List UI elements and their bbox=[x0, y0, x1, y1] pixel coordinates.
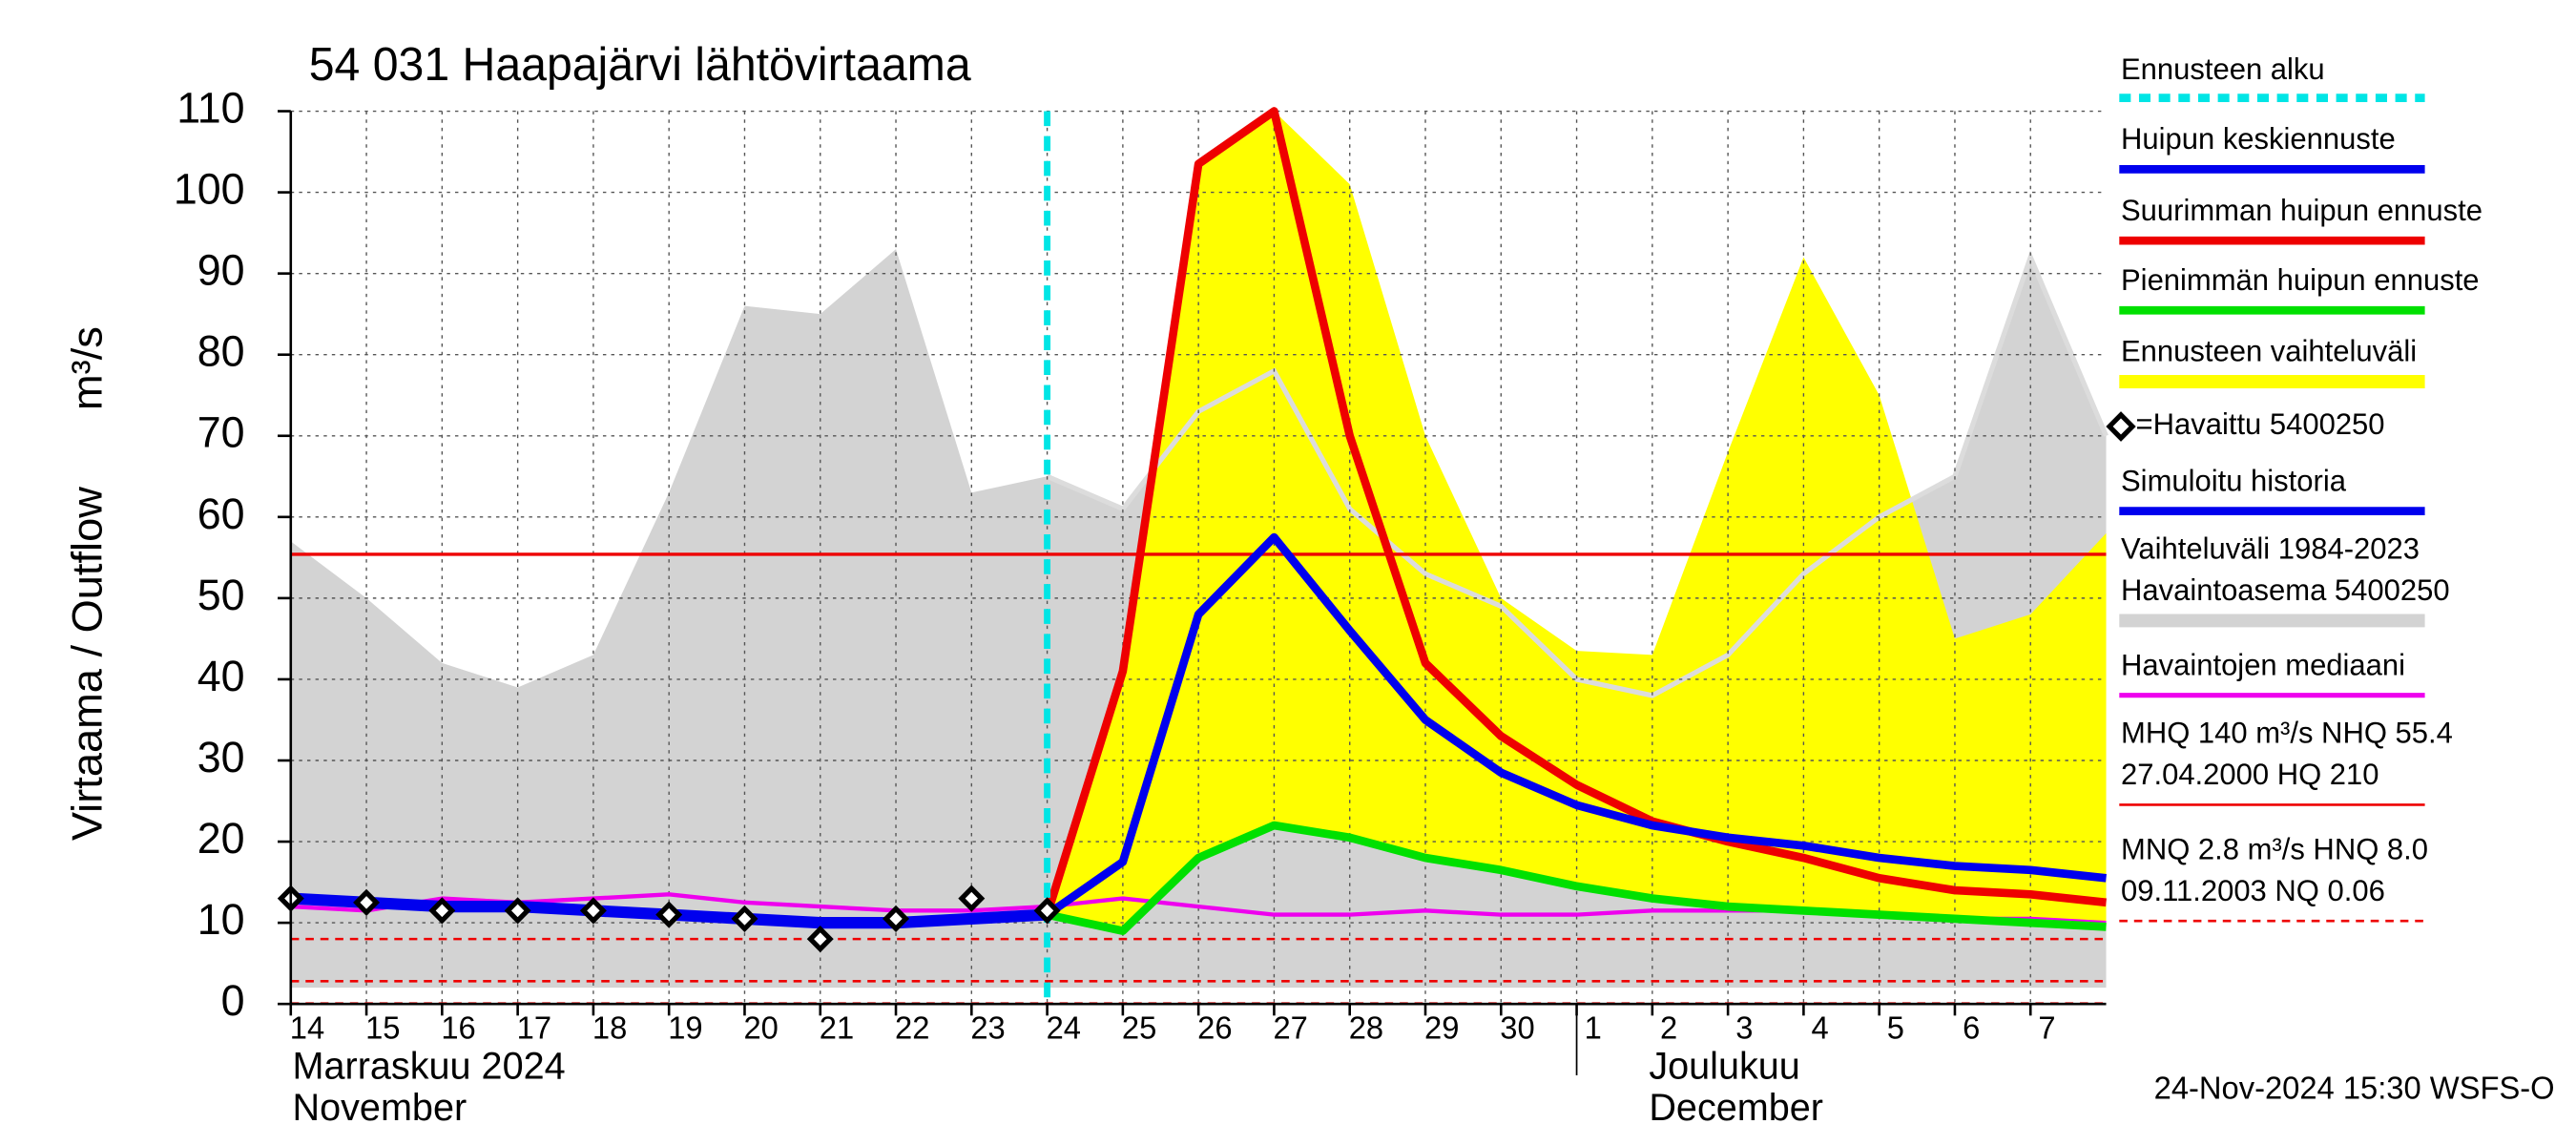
footer: 24-Nov-2024 15:30 WSFS-O bbox=[2154, 1070, 2555, 1105]
x-tick-label: 15 bbox=[365, 1010, 400, 1046]
legend-label: Pienimmän huipun ennuste bbox=[2121, 263, 2480, 297]
x-tick-label: 20 bbox=[743, 1010, 778, 1046]
observed-marker bbox=[504, 897, 531, 925]
series-line bbox=[1043, 107, 2107, 916]
stats-text: MNQ 2.8 m³/s HNQ 8.0 bbox=[2121, 832, 2428, 865]
series-line bbox=[1046, 821, 2107, 935]
y-axis-label: Virtaama / Outflow bbox=[63, 487, 112, 842]
y-tick-label: 110 bbox=[177, 83, 244, 132]
stats-text: MHQ 140 m³/s NHQ 55.4 bbox=[2121, 717, 2453, 750]
observed-marker bbox=[428, 897, 456, 925]
series-line bbox=[1045, 532, 2107, 919]
x-tick-label: 16 bbox=[441, 1010, 475, 1046]
x-tick-label: 23 bbox=[970, 1010, 1005, 1046]
observed-marker bbox=[731, 905, 758, 932]
legend-label: Huipun keskiennuste bbox=[2121, 122, 2396, 156]
x-tick-label: 19 bbox=[668, 1010, 702, 1046]
x-tick-label: 2 bbox=[1660, 1010, 1677, 1046]
y-tick-label: 40 bbox=[197, 652, 245, 700]
y-tick-label: 80 bbox=[197, 326, 245, 375]
x-tick-label: 14 bbox=[290, 1010, 324, 1046]
observed-marker bbox=[353, 888, 381, 916]
legend-label: Vaihteluväli 1984-2023 bbox=[2121, 532, 2420, 566]
y-tick-label: 60 bbox=[197, 489, 245, 538]
month-label: Joulukuu bbox=[1649, 1045, 1800, 1087]
y-axis-unit: m³/s bbox=[63, 326, 112, 410]
stats-text: 27.04.2000 HQ 210 bbox=[2121, 758, 2379, 791]
observed-marker bbox=[1033, 897, 1061, 925]
x-tick-label: 7 bbox=[2038, 1010, 2055, 1046]
observed-marker bbox=[579, 897, 607, 925]
x-tick-label: 17 bbox=[517, 1010, 551, 1046]
x-tick-label: 3 bbox=[1735, 1010, 1753, 1046]
observed-marker bbox=[958, 885, 986, 912]
x-tick-label: 30 bbox=[1500, 1010, 1534, 1046]
y-tick-label: 100 bbox=[174, 164, 245, 213]
history-upper-line bbox=[1046, 250, 2109, 698]
observed-marker bbox=[806, 926, 834, 953]
x-tick-label: 22 bbox=[895, 1010, 929, 1046]
legend-label: Havaintojen mediaani bbox=[2121, 648, 2405, 681]
stats-text: 09.11.2003 NQ 0.06 bbox=[2121, 874, 2385, 907]
observed-marker bbox=[655, 901, 683, 928]
y-tick-label: 0 bbox=[221, 976, 245, 1025]
month-label: November bbox=[293, 1087, 467, 1129]
x-tick-label: 21 bbox=[820, 1010, 854, 1046]
y-tick-label: 30 bbox=[197, 733, 245, 781]
range-band bbox=[1047, 111, 2107, 931]
month-label: December bbox=[1649, 1087, 1823, 1129]
x-tick-label: 5 bbox=[1887, 1010, 1904, 1046]
x-tick-label: 6 bbox=[1963, 1010, 1980, 1046]
y-tick-label: 70 bbox=[197, 408, 245, 457]
x-tick-label: 18 bbox=[592, 1010, 627, 1046]
legend-label: Ennusteen vaihteluväli bbox=[2121, 335, 2417, 368]
x-tick-label: 25 bbox=[1122, 1010, 1156, 1046]
x-tick-label: 29 bbox=[1424, 1010, 1459, 1046]
x-tick-label: 1 bbox=[1585, 1010, 1602, 1046]
month-label: Marraskuu 2024 bbox=[293, 1045, 566, 1087]
x-tick-label: 26 bbox=[1197, 1010, 1232, 1046]
x-tick-label: 28 bbox=[1349, 1010, 1383, 1046]
chart-title: 54 031 Haapajärvi lähtövirtaama bbox=[309, 39, 971, 91]
legend-marker bbox=[2106, 411, 2136, 442]
x-tick-label: 4 bbox=[1812, 1010, 1829, 1046]
y-tick-label: 10 bbox=[197, 895, 245, 944]
x-tick-label: 24 bbox=[1047, 1010, 1081, 1046]
legend-label: Simuloitu historia bbox=[2121, 464, 2347, 497]
x-tick-label: 27 bbox=[1273, 1010, 1307, 1046]
legend-label: Ennusteen alku bbox=[2121, 52, 2325, 86]
legend-label: Suurimman huipun ennuste bbox=[2121, 194, 2483, 227]
legend-label: =Havaittu 5400250 bbox=[2136, 407, 2385, 441]
y-tick-label: 90 bbox=[197, 245, 245, 294]
y-tick-label: 20 bbox=[197, 814, 245, 863]
observed-marker bbox=[883, 905, 910, 932]
y-tick-label: 50 bbox=[197, 571, 245, 619]
legend-label: Havaintoasema 5400250 bbox=[2121, 573, 2450, 607]
